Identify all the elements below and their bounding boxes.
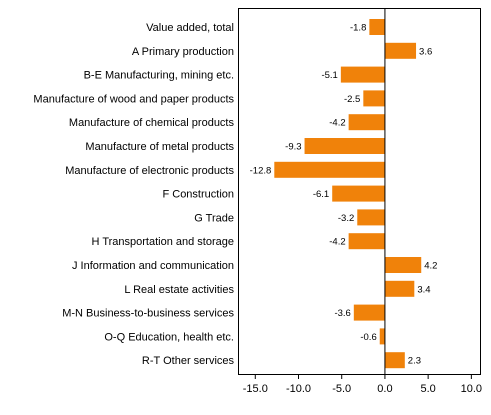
category-label-manufacture-of-chemical-products: Manufacture of chemical products: [69, 117, 235, 129]
value-label-manufacture-of-wood-and-paper-products: -2.5: [344, 94, 360, 105]
category-label-j-information-and-communication: J Information and communication: [72, 260, 234, 272]
value-label-manufacture-of-electronic-products: -12.8: [250, 165, 272, 176]
category-label-manufacture-of-electronic-products: Manufacture of electronic products: [65, 165, 234, 177]
bar-manufacture-of-wood-and-paper-products: [363, 90, 385, 107]
value-label-g-trade: -3.2: [338, 213, 354, 224]
category-label-r-t-other-services: R-T Other services: [142, 355, 235, 367]
bar-manufacture-of-electronic-products: [274, 161, 385, 178]
category-label-m-n-business-to-business-services: M-N Business-to-business services: [62, 308, 234, 320]
value-label-a-primary-production: 3.6: [419, 46, 432, 57]
category-label-manufacture-of-metal-products: Manufacture of metal products: [85, 141, 234, 153]
bar-b-e-manufacturing-mining-etc: [340, 66, 385, 83]
bar-a-primary-production: [384, 42, 417, 59]
bar-o-q-education-health-etc: [379, 328, 385, 345]
bar-manufacture-of-chemical-products: [348, 114, 385, 131]
bar-j-information-and-communication: [384, 257, 422, 273]
x-tick-label: -5.0: [332, 383, 351, 395]
value-label-b-e-manufacturing-mining-etc: -5.1: [321, 70, 337, 81]
category-label-b-e-manufacturing-mining-etc: B-E Manufacturing, mining etc.: [84, 70, 234, 82]
value-label-r-t-other-services: 2.3: [408, 356, 421, 367]
x-tick-label: -15.0: [243, 383, 268, 395]
bar-g-trade: [357, 209, 385, 226]
x-tick-label: 5.0: [420, 383, 435, 395]
value-label-h-transportation-and-storage: -4.2: [329, 237, 345, 248]
category-label-manufacture-of-wood-and-paper-products: Manufacture of wood and paper products: [33, 93, 234, 105]
category-label-h-transportation-and-storage: H Transportation and storage: [92, 236, 234, 248]
category-label-o-q-education-health-etc: O-Q Education, health etc.: [104, 331, 234, 343]
value-label-m-n-business-to-business-services: -3.6: [334, 308, 350, 319]
value-label-l-real-estate-activities: 3.4: [417, 284, 430, 295]
x-tick-label: 10.0: [461, 383, 482, 395]
bar-f-construction: [332, 185, 385, 202]
value-label-value-added-total: -1.8: [350, 23, 366, 34]
category-label-g-trade: G Trade: [194, 212, 234, 224]
value-label-manufacture-of-chemical-products: -4.2: [329, 118, 345, 129]
bar-l-real-estate-activities: [384, 280, 415, 297]
value-label-manufacture-of-metal-products: -9.3: [285, 142, 301, 153]
x-tick-label: 0.0: [377, 383, 392, 395]
category-label-value-added-total: Value added, total: [146, 22, 234, 34]
value-label-o-q-education-health-etc: -0.6: [360, 332, 376, 343]
category-label-f-construction: F Construction: [162, 189, 234, 201]
bar-manufacture-of-metal-products: [304, 138, 385, 154]
value-label-j-information-and-communication: 4.2: [424, 261, 437, 272]
bar-value-added-total: [369, 19, 385, 35]
plot-area: [238, 8, 481, 375]
category-label-a-primary-production: A Primary production: [132, 46, 234, 58]
category-label-l-real-estate-activities: L Real estate activities: [124, 284, 234, 296]
value-label-f-construction: -6.1: [313, 189, 329, 200]
bar-r-t-other-services: [384, 352, 405, 369]
bar-h-transportation-and-storage: [348, 233, 385, 250]
x-tick-label: -10.0: [286, 383, 311, 395]
bar-m-n-business-to-business-services: [353, 304, 385, 321]
